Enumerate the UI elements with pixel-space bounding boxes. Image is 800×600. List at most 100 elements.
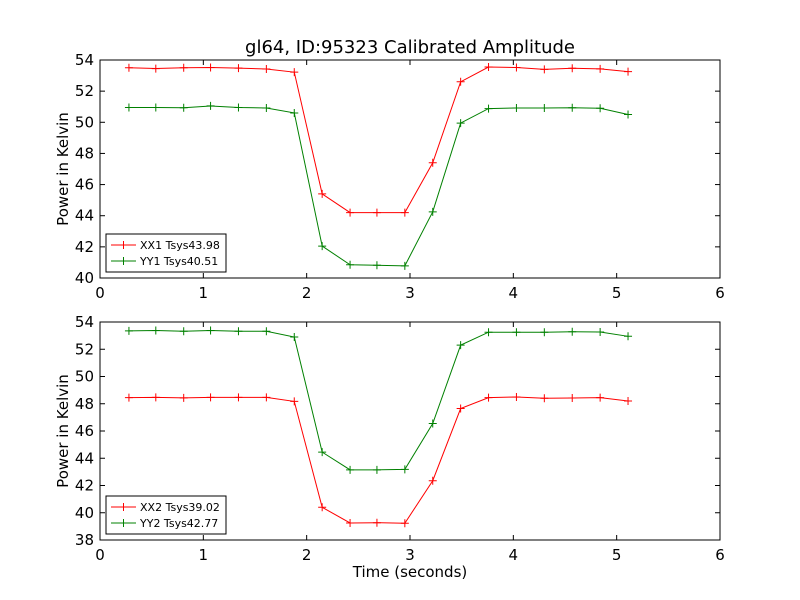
data-point <box>428 207 437 216</box>
x-tick-label: 2 <box>302 546 312 564</box>
data-point <box>512 392 521 401</box>
y-tick-label: 46 <box>75 176 94 194</box>
legend-label: XX2 Tsys39.02 <box>140 501 220 514</box>
data-point <box>540 328 549 337</box>
x-tick-label: 0 <box>95 284 105 302</box>
x-tick-label: 3 <box>405 284 415 302</box>
data-point <box>428 158 437 167</box>
data-point <box>179 327 188 336</box>
data-point <box>262 65 271 74</box>
bottom-chart-panel: 0 1 2 3 4 5 6 38 40 42 44 46 48 50 52 54 Power in Kelvin… <box>54 313 725 581</box>
legend-box <box>105 495 227 535</box>
legend-label: YY2 Tsys42.77 <box>139 517 218 530</box>
y-tick-label: 44 <box>75 449 94 467</box>
data-point <box>234 103 243 112</box>
data-point <box>400 519 409 528</box>
data-point <box>484 63 493 72</box>
x-tick-label: 1 <box>199 546 209 564</box>
data-point <box>456 341 465 350</box>
data-point <box>179 103 188 112</box>
x-tick-label: 6 <box>715 546 725 564</box>
data-point <box>206 326 215 335</box>
y-axis-label: Power in Kelvin <box>54 112 72 226</box>
data-point <box>372 208 381 217</box>
data-point <box>234 64 243 73</box>
data-point <box>596 104 605 113</box>
data-point <box>206 63 215 72</box>
x-tick-label: 1 <box>199 284 209 302</box>
y-tick-label: 52 <box>75 340 94 358</box>
y-tick-label: 40 <box>75 504 94 522</box>
data-point <box>372 518 381 527</box>
data-point <box>234 393 243 402</box>
data-point <box>151 64 160 73</box>
data-point <box>372 261 381 270</box>
x-tick-label: 4 <box>509 546 519 564</box>
legend-marker <box>119 241 128 249</box>
data-point <box>428 476 437 485</box>
data-point <box>568 64 577 73</box>
y-tick-label: 48 <box>75 395 94 413</box>
x-tick-label: 4 <box>509 284 519 302</box>
data-point <box>124 103 133 112</box>
data-point <box>456 404 465 413</box>
data-point <box>318 242 327 251</box>
data-point <box>318 448 327 457</box>
data-point <box>318 503 327 512</box>
data-point <box>512 103 521 112</box>
data-point <box>456 77 465 86</box>
data-point <box>372 465 381 474</box>
x-axis-label: Time (seconds) <box>352 563 468 581</box>
y-tick-label: 54 <box>75 51 94 69</box>
y-tick-label: 38 <box>75 531 94 549</box>
data-point <box>290 332 299 341</box>
x-tick-label: 5 <box>612 546 622 564</box>
legend-marker <box>119 257 128 265</box>
legend-marker <box>119 519 128 527</box>
data-point <box>151 103 160 112</box>
data-point <box>346 465 355 474</box>
data-point <box>400 465 409 474</box>
data-point <box>624 397 633 406</box>
y-tick-label: 52 <box>75 82 94 100</box>
y-tick-label: 50 <box>75 113 94 131</box>
data-point <box>124 63 133 72</box>
data-point <box>540 65 549 74</box>
y-axis-label: Power in Kelvin <box>54 374 72 488</box>
legend-label: XX1 Tsys43.98 <box>140 239 220 252</box>
data-point <box>179 63 188 72</box>
y-tick-label: 48 <box>75 144 94 162</box>
top-chart-panel: 0 1 2 3 4 5 6 40 42 44 46 48 50 52 54 Power in Kelvin XX… <box>54 51 725 302</box>
data-point <box>346 260 355 269</box>
y-tick-label: 40 <box>75 269 94 287</box>
data-point <box>596 327 605 336</box>
data-point <box>568 394 577 403</box>
x-tick-label: 3 <box>405 546 415 564</box>
data-point <box>262 103 271 112</box>
data-point <box>540 103 549 112</box>
legend-label: YY1 Tsys40.51 <box>139 255 218 268</box>
data-point <box>151 326 160 335</box>
data-point <box>318 189 327 198</box>
y-tick-label: 44 <box>75 207 94 225</box>
data-point <box>428 419 437 428</box>
data-point <box>512 63 521 72</box>
x-tick-label: 6 <box>715 284 725 302</box>
figure-title: gl64, ID:95323 Calibrated Amplitude <box>245 37 575 58</box>
data-point <box>484 328 493 337</box>
data-point <box>290 108 299 117</box>
data-point <box>624 67 633 76</box>
data-point <box>179 393 188 402</box>
data-point <box>124 393 133 402</box>
data-point <box>456 119 465 128</box>
data-point <box>290 397 299 406</box>
data-point <box>346 208 355 217</box>
x-tick-label: 0 <box>95 546 105 564</box>
y-tick-label: 42 <box>75 238 94 256</box>
data-point <box>540 394 549 403</box>
data-point <box>346 518 355 527</box>
data-point <box>596 64 605 73</box>
y-tick-label: 50 <box>75 368 94 386</box>
data-point <box>206 393 215 402</box>
data-point <box>568 327 577 336</box>
